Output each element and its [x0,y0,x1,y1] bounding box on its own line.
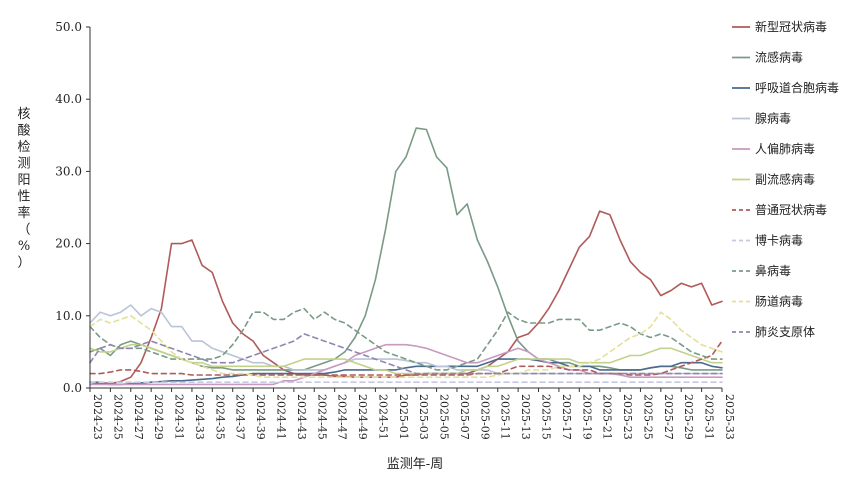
legend-label: 博卡病毒 [755,233,803,248]
y-tick-label: 40.0 [55,92,82,106]
legend-label: 流感病毒 [755,50,803,65]
x-tick-label: 2024-23 [91,394,104,440]
y-axis-title: 核酸检测阳性率（%） [17,107,30,271]
x-tick-label: 2024-43 [295,394,308,440]
x-tick-label: 2024-47 [336,394,349,440]
series-line-9 [89,307,723,371]
x-tick-label: 2024-33 [193,394,206,440]
x-tick-label: 2025-13 [519,394,532,440]
x-tick-label: 2024-25 [111,394,124,440]
x-tick-label: 2024-27 [132,394,145,440]
x-tick-label: 2024-35 [213,394,226,440]
series-line-1 [89,210,723,385]
x-tick-label: 2024-51 [376,394,389,440]
x-tick-label: 2025-25 [641,394,654,440]
legend-label: 人偏肺病毒 [755,141,815,156]
legend-label: 鼻病毒 [755,263,791,278]
legend-label: 呼吸道合胞病毒 [755,80,839,95]
series-line-10 [89,311,723,379]
legend: 新型冠状病毒流感病毒呼吸道合胞病毒腺病毒人偏肺病毒副流感病毒普通冠状病毒博卡病毒… [732,19,839,339]
x-tick-label: 2025-03 [417,394,430,440]
legend-label: 新型冠状病毒 [755,19,827,34]
y-tick-label: 0.0 [63,381,82,395]
legend-label: 腺病毒 [755,111,791,126]
x-tick-label: 2025-19 [580,394,593,440]
legend-label: 普通冠状病毒 [755,202,827,217]
x-axis-ticks: 2024-23 2024-25 2024-27 2024-29 2024-31 2024-… [89,388,736,440]
x-tick-label: 2024-41 [274,394,287,440]
series-line-2 [89,127,723,371]
x-tick-label: 2024-31 [173,394,186,440]
x-tick-label: 2024-45 [315,394,328,440]
x-tick-label: 2024-39 [254,394,267,440]
x-tick-label: 2024-37 [234,394,247,440]
x-tick-label: 2025-27 [662,394,675,440]
x-tick-label: 2025-31 [703,394,716,440]
plot-lines [89,127,723,386]
x-tick-label: 2025-29 [682,394,695,440]
series-line-5 [89,343,723,386]
legend-label: 副流感病毒 [755,172,815,187]
x-tick-label: 2025-17 [560,394,573,440]
y-axis-ticks: 0.0 10.0 20.0 30.0 40.0 50.0 [55,20,90,395]
x-tick-label: 2025-11 [499,394,512,440]
series-line-7 [89,340,723,376]
x-tick-label: 2025-01 [397,394,410,440]
series-line-6 [89,343,723,375]
x-tick-label: 2025-07 [458,394,471,440]
y-tick-label: 50.0 [55,20,82,34]
x-tick-label: 2025-23 [621,394,634,440]
y-tick-label: 30.0 [55,164,82,178]
x-tick-label: 2025-15 [540,394,553,440]
x-tick-label: 2025-21 [601,394,614,440]
x-tick-label: 2025-05 [438,394,451,440]
legend-label: 肺炎支原体 [755,325,815,339]
x-tick-label: 2025-09 [478,394,491,440]
x-axis-title: 监测年-周 [387,457,443,472]
axes [89,27,722,389]
series-line-3 [89,358,723,386]
x-tick-label: 2024-29 [152,394,165,440]
y-tick-label: 20.0 [55,237,82,251]
series-line-11 [89,333,723,375]
x-tick-label: 2024-49 [356,394,369,440]
x-tick-label: 2025-33 [723,394,736,440]
y-tick-label: 10.0 [55,309,82,323]
legend-label: 肠道病毒 [755,294,803,309]
